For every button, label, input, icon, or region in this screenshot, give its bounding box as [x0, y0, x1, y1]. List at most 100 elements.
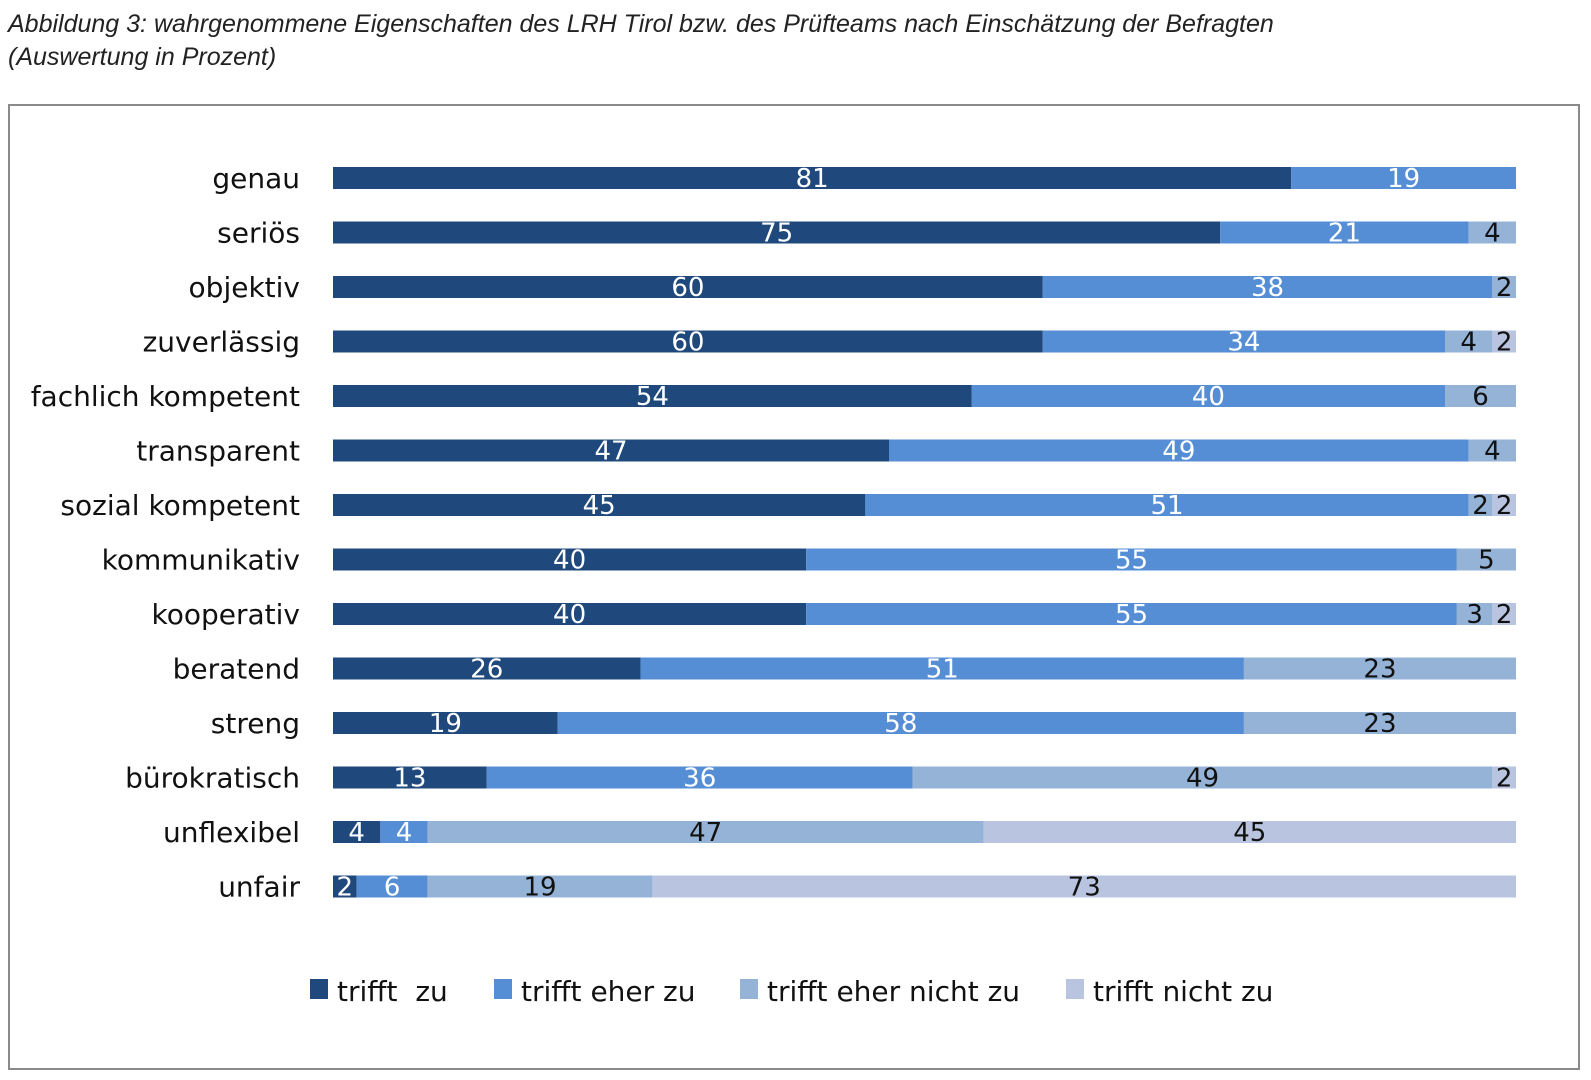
bar-segment — [912, 766, 1493, 789]
bar-segment — [1220, 221, 1469, 244]
bar-segment — [1468, 494, 1493, 516]
bar-segment — [486, 766, 913, 789]
data-label: 75 — [760, 219, 793, 249]
bar-segment — [427, 875, 653, 898]
caption-line-1: Abbildung 3: wahrgenommene Eigenschaften… — [8, 10, 1274, 38]
data-label: 60 — [671, 273, 704, 303]
data-label: 81 — [796, 164, 829, 194]
data-label: 6 — [1472, 382, 1489, 412]
data-label: 13 — [393, 764, 426, 794]
bar-segment — [380, 821, 428, 843]
figure-caption: Abbildung 3: wahrgenommene Eigenschaften… — [8, 8, 1568, 74]
bar-segment — [333, 276, 1043, 298]
bar-segment — [1243, 657, 1516, 680]
data-label: 58 — [884, 709, 917, 739]
bar-segment — [1468, 439, 1516, 462]
data-label: 45 — [1233, 818, 1266, 848]
data-label: 2 — [1496, 600, 1513, 630]
bar-segment — [983, 821, 1516, 843]
caption-line-2: (Auswertung in Prozent) — [8, 43, 277, 71]
data-label: 21 — [1328, 219, 1361, 249]
data-label: 19 — [429, 709, 462, 739]
data-label: 26 — [470, 655, 503, 685]
data-label: 2 — [337, 873, 354, 903]
bar-segment — [1492, 766, 1516, 789]
category-label: kooperativ — [152, 598, 300, 631]
data-label: 5 — [1478, 546, 1495, 576]
category-label: beratend — [173, 653, 300, 686]
data-label: 4 — [396, 818, 413, 848]
data-label: 40 — [553, 600, 586, 630]
legend-swatch — [1066, 979, 1084, 999]
bar-segment — [557, 712, 1244, 734]
data-label: 49 — [1186, 764, 1219, 794]
data-label: 36 — [683, 764, 716, 794]
category-label: transparent — [136, 435, 300, 468]
bar-segment — [865, 494, 1469, 516]
bar-segment — [806, 548, 1457, 571]
bar-segment — [1492, 276, 1516, 298]
data-label: 6 — [384, 873, 401, 903]
data-label: 19 — [1387, 164, 1420, 194]
data-label: 73 — [1068, 873, 1101, 903]
bar-segment — [333, 603, 807, 625]
category-label: unflexibel — [163, 816, 300, 849]
legend-label: trifft nicht zu — [1093, 975, 1273, 1008]
category-label: kommunikativ — [102, 544, 300, 577]
bar-segment — [333, 330, 1043, 353]
data-label: 4 — [1484, 219, 1501, 249]
bar-segment — [640, 657, 1244, 680]
bar-segment — [889, 439, 1469, 462]
data-label: 23 — [1363, 655, 1396, 685]
data-label: 2 — [1496, 491, 1513, 521]
bar-segment — [333, 494, 866, 516]
bar-segment — [1456, 603, 1493, 625]
legend-label: trifft zu — [337, 975, 448, 1008]
bar-segment — [1468, 221, 1516, 244]
bar-segment — [333, 712, 558, 734]
category-label: zuverlässig — [143, 326, 300, 359]
bar-segment — [1445, 330, 1493, 353]
category-label: objektiv — [189, 271, 300, 304]
category-label: sozial kompetent — [60, 489, 300, 522]
data-label: 55 — [1115, 600, 1148, 630]
bar-segment — [1445, 385, 1516, 407]
data-label: 47 — [594, 437, 627, 467]
data-label: 4 — [348, 818, 365, 848]
data-label: 38 — [1251, 273, 1284, 303]
bar-segment — [333, 821, 381, 843]
bar-segment — [333, 875, 357, 898]
data-label: 2 — [1496, 764, 1513, 794]
data-label: 51 — [926, 655, 959, 685]
chart-frame — [8, 104, 1580, 1070]
bar-segment — [333, 385, 972, 407]
bar-segment — [806, 603, 1457, 625]
data-label: 60 — [671, 328, 704, 358]
data-label: 51 — [1150, 491, 1183, 521]
bar-segment — [333, 439, 890, 462]
bar-segment — [333, 657, 641, 680]
legend-swatch — [310, 979, 328, 999]
bar-segment — [333, 766, 487, 789]
legend-swatch — [494, 979, 512, 999]
bar-segment — [356, 875, 428, 898]
data-label: 2 — [1496, 328, 1513, 358]
data-label: 4 — [1460, 328, 1477, 358]
data-label: 2 — [1496, 273, 1513, 303]
data-label: 2 — [1472, 491, 1489, 521]
category-label: seriös — [217, 217, 300, 250]
legend-label: trifft eher zu — [521, 975, 696, 1008]
bar-segment — [333, 167, 1292, 189]
category-label: unfair — [218, 871, 300, 904]
category-label: streng — [211, 707, 300, 740]
bar-segment — [1492, 494, 1516, 516]
data-label: 40 — [553, 546, 586, 576]
bar-segment — [1042, 330, 1446, 353]
data-label: 49 — [1162, 437, 1195, 467]
bar-segment — [1042, 276, 1493, 298]
data-label: 45 — [583, 491, 616, 521]
data-label: 55 — [1115, 546, 1148, 576]
category-label: bürokratisch — [125, 762, 300, 795]
bar-segment — [652, 875, 1516, 898]
